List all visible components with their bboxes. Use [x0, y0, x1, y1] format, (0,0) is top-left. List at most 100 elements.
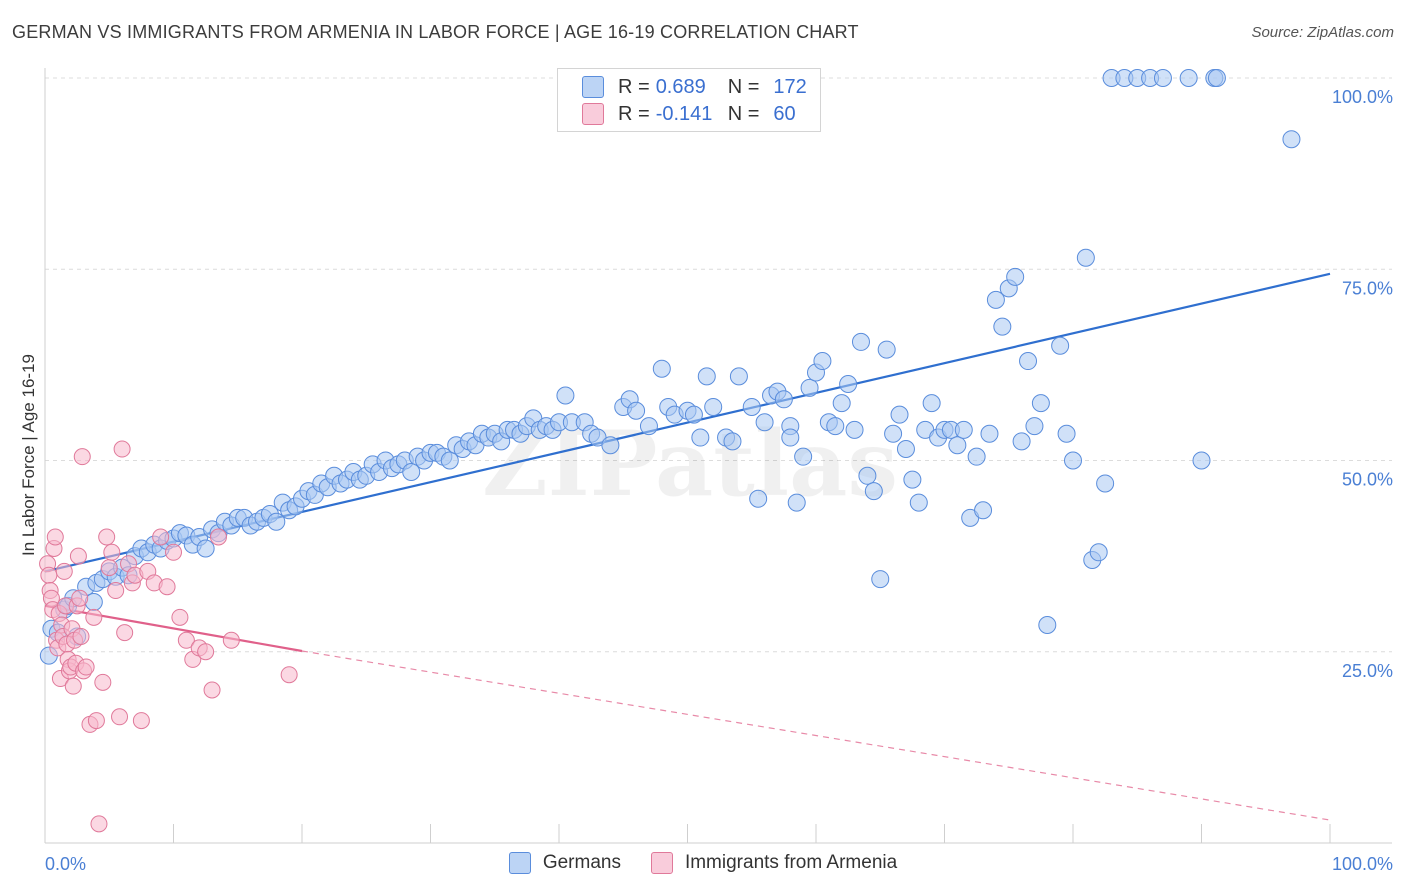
legend-item-armenia[interactable]: Immigrants from Armenia	[650, 852, 898, 874]
german-point	[896, 440, 915, 459]
german-point	[601, 436, 620, 455]
armenia-point	[165, 543, 182, 561]
armenia-point	[103, 543, 121, 561]
german-point	[1038, 615, 1057, 634]
armenia-trend-extension	[301, 650, 1331, 821]
armenia-point	[71, 589, 89, 607]
armenia-point	[64, 677, 82, 695]
grid-lines	[45, 77, 1392, 653]
german-point	[948, 436, 967, 455]
german-point	[845, 420, 864, 439]
armenia-point	[73, 448, 91, 466]
armenia-point	[90, 815, 108, 833]
german-point	[1006, 267, 1025, 286]
german-point	[832, 394, 851, 413]
armenia-point	[40, 566, 58, 584]
legend-row-armenia: R = -0.141 N = 60	[582, 101, 796, 127]
german-point	[1089, 543, 1108, 562]
correlation-legend: R = 0.689 N = 172 R = -0.141 N = 60	[557, 68, 821, 132]
german-point	[1064, 451, 1082, 470]
german-point	[864, 482, 883, 501]
source-label: Source: ZipAtlas.com	[1251, 24, 1394, 41]
german-point	[794, 447, 813, 466]
german-point	[1025, 417, 1044, 436]
german-point	[749, 489, 768, 508]
german-point	[1012, 432, 1031, 451]
armenia-point	[152, 528, 170, 546]
armenia-point	[98, 528, 116, 546]
armenia-swatch	[582, 103, 604, 125]
n-value: 172	[773, 75, 807, 98]
german-point	[1282, 130, 1301, 149]
german-point	[652, 359, 671, 378]
series-legend: Germans Immigrants from Armenia	[0, 852, 1406, 874]
armenia-swatch	[650, 852, 673, 874]
german-point	[787, 493, 806, 512]
german-point	[723, 432, 742, 451]
r-value: 0.689	[655, 75, 706, 98]
german-point	[1153, 69, 1172, 87]
x-tick-label: 0.0%	[45, 854, 86, 874]
german-point	[826, 417, 845, 436]
german-point	[196, 539, 215, 558]
german-point	[627, 401, 646, 420]
german-point	[884, 424, 903, 443]
german-point	[1031, 394, 1050, 413]
armenia-point	[77, 658, 95, 676]
armenia-point	[85, 608, 103, 626]
armenia-point	[222, 631, 240, 649]
german-point	[704, 397, 723, 416]
german-point	[742, 397, 761, 416]
n-label: N =	[727, 102, 760, 125]
armenia-point	[69, 547, 87, 565]
german-point	[691, 428, 710, 447]
german-point	[839, 375, 858, 393]
german-point	[871, 570, 890, 589]
german-point	[697, 367, 716, 386]
german-point	[1096, 474, 1115, 493]
armenia-point	[171, 608, 189, 626]
armenia-point	[87, 712, 105, 730]
r-label: R =	[618, 102, 650, 125]
armenia-point	[113, 440, 131, 458]
armenia-label: Immigrants from Armenia	[684, 852, 898, 873]
german-point	[851, 332, 870, 351]
armenia-point	[116, 624, 134, 642]
armenia-point	[280, 666, 298, 684]
german-point	[1076, 248, 1095, 267]
y-tick-label: 75.0%	[1342, 278, 1393, 298]
armenia-point	[55, 562, 73, 580]
germans-label: Germans	[542, 852, 621, 873]
german-point	[954, 420, 973, 439]
german-point	[402, 462, 421, 481]
n-value: 60	[773, 102, 796, 125]
data-points	[39, 69, 1301, 833]
german-point	[1019, 352, 1038, 371]
n-label: N =	[727, 75, 760, 98]
german-point	[781, 428, 800, 447]
legend-item-germans[interactable]: Germans	[508, 852, 621, 874]
german-point	[980, 424, 999, 443]
armenia-point	[158, 578, 176, 596]
armenia-point	[46, 528, 64, 546]
german-point	[922, 394, 941, 413]
german-point	[1179, 69, 1198, 87]
chart-title: GERMAN VS IMMIGRANTS FROM ARMENIA IN LAB…	[12, 22, 859, 42]
german-point	[774, 390, 793, 409]
german-point	[729, 367, 748, 386]
germans-swatch	[508, 852, 531, 874]
german-point	[684, 405, 703, 424]
german-point	[813, 352, 832, 371]
german-point	[993, 317, 1012, 336]
r-label: R =	[618, 75, 650, 98]
armenia-point	[197, 643, 215, 661]
german-point	[1207, 69, 1226, 87]
armenia-point	[177, 631, 195, 649]
r-value: -0.141	[655, 102, 713, 125]
german-point	[1051, 336, 1070, 355]
german-point	[986, 290, 1005, 309]
german-point	[556, 386, 575, 405]
german-point	[903, 470, 922, 489]
y-tick-label: 50.0%	[1342, 470, 1393, 490]
